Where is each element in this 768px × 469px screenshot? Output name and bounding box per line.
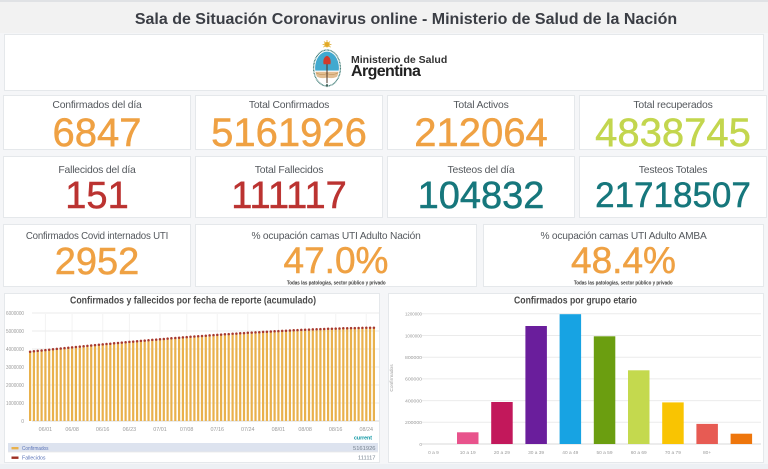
svg-text:07/24: 07/24 bbox=[241, 427, 255, 433]
svg-text:5161926: 5161926 bbox=[353, 446, 376, 452]
svg-text:30 a 39: 30 a 39 bbox=[528, 450, 544, 456]
svg-text:1000000: 1000000 bbox=[6, 401, 24, 407]
svg-text:111117: 111117 bbox=[358, 455, 376, 461]
svg-text:06/01: 06/01 bbox=[39, 427, 53, 433]
svg-text:60 a 69: 60 a 69 bbox=[631, 450, 647, 456]
svg-text:1000000: 1000000 bbox=[405, 333, 422, 339]
svg-text:Confirmados: Confirmados bbox=[22, 446, 49, 452]
svg-text:0 a 9: 0 a 9 bbox=[428, 450, 439, 456]
svg-text:6000000: 6000000 bbox=[6, 311, 24, 317]
svg-text:50 a 59: 50 a 59 bbox=[596, 450, 612, 456]
svg-text:08/08: 08/08 bbox=[298, 427, 312, 433]
svg-text:1200000: 1200000 bbox=[405, 312, 422, 318]
svg-text:400000: 400000 bbox=[405, 398, 422, 404]
svg-text:70 a 79: 70 a 79 bbox=[665, 450, 681, 456]
svg-text:08/01: 08/01 bbox=[272, 427, 286, 433]
svg-text:80+: 80+ bbox=[703, 450, 711, 456]
svg-text:07/08: 07/08 bbox=[180, 427, 194, 433]
svg-text:Confirmados y fallecidos por f: Confirmados y fallecidos por fecha de re… bbox=[70, 296, 316, 307]
svg-text:10 a 19: 10 a 19 bbox=[460, 450, 476, 456]
svg-text:Confirmados por grupo etario: Confirmados por grupo etario bbox=[514, 296, 637, 307]
svg-text:4000000: 4000000 bbox=[6, 347, 24, 353]
svg-text:current: current bbox=[354, 436, 372, 442]
svg-text:2000000: 2000000 bbox=[6, 383, 24, 389]
svg-text:Fallecidos: Fallecidos bbox=[22, 455, 46, 461]
svg-text:3000000: 3000000 bbox=[6, 365, 24, 371]
svg-text:200000: 200000 bbox=[405, 420, 422, 426]
svg-text:600000: 600000 bbox=[405, 377, 422, 383]
svg-text:06/23: 06/23 bbox=[123, 427, 137, 433]
svg-text:40 a 49: 40 a 49 bbox=[562, 450, 578, 456]
svg-text:06/16: 06/16 bbox=[96, 427, 110, 433]
svg-text:20 a 29: 20 a 29 bbox=[494, 450, 510, 456]
svg-text:07/16: 07/16 bbox=[211, 427, 225, 433]
svg-text:0: 0 bbox=[21, 419, 24, 425]
svg-text:06/08: 06/08 bbox=[65, 427, 79, 433]
svg-text:5000000: 5000000 bbox=[6, 329, 24, 335]
svg-text:0: 0 bbox=[419, 442, 422, 448]
svg-text:Confirmados: Confirmados bbox=[389, 364, 395, 392]
svg-text:07/01: 07/01 bbox=[153, 427, 167, 433]
svg-text:08/16: 08/16 bbox=[329, 427, 343, 433]
svg-text:800000: 800000 bbox=[405, 355, 422, 361]
svg-text:08/24: 08/24 bbox=[360, 427, 374, 433]
